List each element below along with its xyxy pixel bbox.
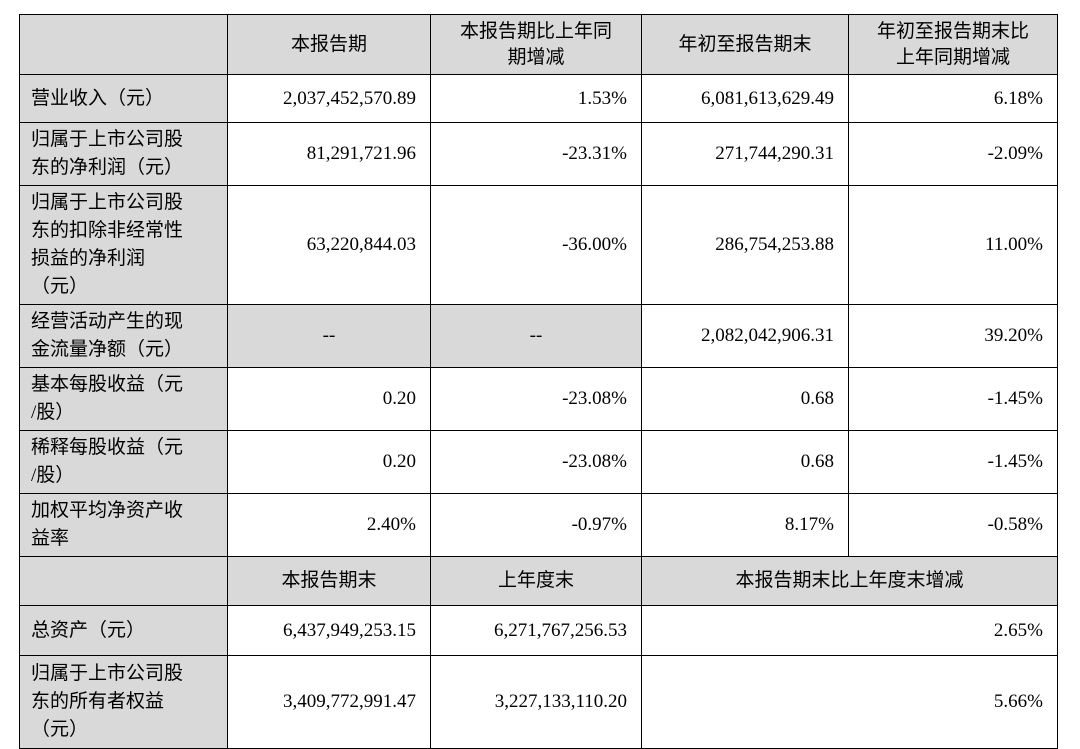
- table-row-net-profit: 归属于上市公司股 东的净利润（元） 81,291,721.96 -23.31% …: [19, 122, 1058, 186]
- value-cell: 8.17%: [641, 493, 849, 557]
- value-cell: 63,220,844.03: [227, 185, 431, 305]
- value-cell: 6,437,949,253.15: [227, 605, 431, 656]
- value-cell: -0.97%: [430, 493, 642, 557]
- row-label: 归属于上市公司股 东的扣除非经常性 损益的净利润 （元）: [19, 185, 228, 305]
- value-cell: -23.08%: [430, 430, 642, 494]
- value-cell: 6,271,767,256.53: [430, 605, 642, 656]
- value-cell: 0.20: [227, 367, 431, 431]
- row-label: 稀释每股收益（元 /股）: [19, 430, 228, 494]
- value-cell: -23.31%: [430, 122, 642, 186]
- header-cell-ytd-yoy-change: 年初至报告期末比 上年同期增减: [848, 14, 1058, 75]
- value-cell: -1.45%: [848, 430, 1058, 494]
- header-cell-change-vs-prior-yearend: 本报告期末比上年度末增减: [641, 556, 1058, 606]
- value-cell: -1.45%: [848, 367, 1058, 431]
- header-row-yearend: 本报告期末 上年度末 本报告期末比上年度末增减: [19, 556, 1058, 606]
- header-cell-period-yoy-change: 本报告期比上年同 期增减: [430, 14, 642, 75]
- header-cell-current-period: 本报告期: [227, 14, 431, 75]
- value-cell: 6,081,613,629.49: [641, 74, 849, 123]
- row-label: 经营活动产生的现 金流量净额（元）: [19, 304, 228, 368]
- value-cell-change: 2.65%: [641, 605, 1058, 656]
- row-label: 营业收入（元）: [19, 74, 228, 123]
- value-cell: 1.53%: [430, 74, 642, 123]
- value-cell: 2,037,452,570.89: [227, 74, 431, 123]
- table-row-revenue: 营业收入（元） 2,037,452,570.89 1.53% 6,081,613…: [19, 74, 1058, 123]
- header-cell-ytd: 年初至报告期末: [641, 14, 849, 75]
- header-row-period: 本报告期 本报告期比上年同 期增减 年初至报告期末 年初至报告期末比 上年同期增…: [19, 14, 1058, 75]
- value-cell: 81,291,721.96: [227, 122, 431, 186]
- table-row-basic-eps: 基本每股收益（元 /股） 0.20 -23.08% 0.68 -1.45%: [19, 367, 1058, 431]
- value-cell-placeholder: --: [227, 304, 431, 368]
- header-cell-end-of-period: 本报告期末: [227, 556, 431, 606]
- value-cell-placeholder: --: [430, 304, 642, 368]
- value-cell: -36.00%: [430, 185, 642, 305]
- row-label: 基本每股收益（元 /股）: [19, 367, 228, 431]
- value-cell: 2.40%: [227, 493, 431, 557]
- table-row-diluted-eps: 稀释每股收益（元 /股） 0.20 -23.08% 0.68 -1.45%: [19, 430, 1058, 494]
- value-cell-change: 5.66%: [641, 655, 1058, 749]
- value-cell: 0.20: [227, 430, 431, 494]
- value-cell: 271,744,290.31: [641, 122, 849, 186]
- value-cell: 2,082,042,906.31: [641, 304, 849, 368]
- value-cell: 6.18%: [848, 74, 1058, 123]
- header-cell-end-of-prior-year: 上年度末: [430, 556, 642, 606]
- value-cell: 286,754,253.88: [641, 185, 849, 305]
- row-label: 归属于上市公司股 东的净利润（元）: [19, 122, 228, 186]
- value-cell: 3,227,133,110.20: [430, 655, 642, 749]
- value-cell: -0.58%: [848, 493, 1058, 557]
- value-cell: 0.68: [641, 430, 849, 494]
- value-cell: -23.08%: [430, 367, 642, 431]
- header-cell-blank: [19, 556, 228, 606]
- row-label: 归属于上市公司股 东的所有者权益 （元）: [19, 655, 228, 749]
- table-row-equity-attributable: 归属于上市公司股 东的所有者权益 （元） 3,409,772,991.47 3,…: [19, 655, 1058, 749]
- value-cell: 39.20%: [848, 304, 1058, 368]
- table-row-total-assets: 总资产（元） 6,437,949,253.15 6,271,767,256.53…: [19, 605, 1058, 656]
- row-label: 总资产（元）: [19, 605, 228, 656]
- value-cell: -2.09%: [848, 122, 1058, 186]
- value-cell: 0.68: [641, 367, 849, 431]
- table-row-weighted-avg-roe: 加权平均净资产收 益率 2.40% -0.97% 8.17% -0.58%: [19, 493, 1058, 557]
- table-row-operating-cash-flow: 经营活动产生的现 金流量净额（元） -- -- 2,082,042,906.31…: [19, 304, 1058, 368]
- value-cell: 11.00%: [848, 185, 1058, 305]
- table-row-net-profit-excl-nonrecurring: 归属于上市公司股 东的扣除非经常性 损益的净利润 （元） 63,220,844.…: [19, 185, 1058, 305]
- financial-summary-table: 本报告期 本报告期比上年同 期增减 年初至报告期末 年初至报告期末比 上年同期增…: [19, 14, 1058, 749]
- header-cell-blank: [19, 14, 228, 75]
- row-label: 加权平均净资产收 益率: [19, 493, 228, 557]
- report-page: 本报告期 本报告期比上年同 期增减 年初至报告期末 年初至报告期末比 上年同期增…: [19, 14, 1058, 749]
- value-cell: 3,409,772,991.47: [227, 655, 431, 749]
